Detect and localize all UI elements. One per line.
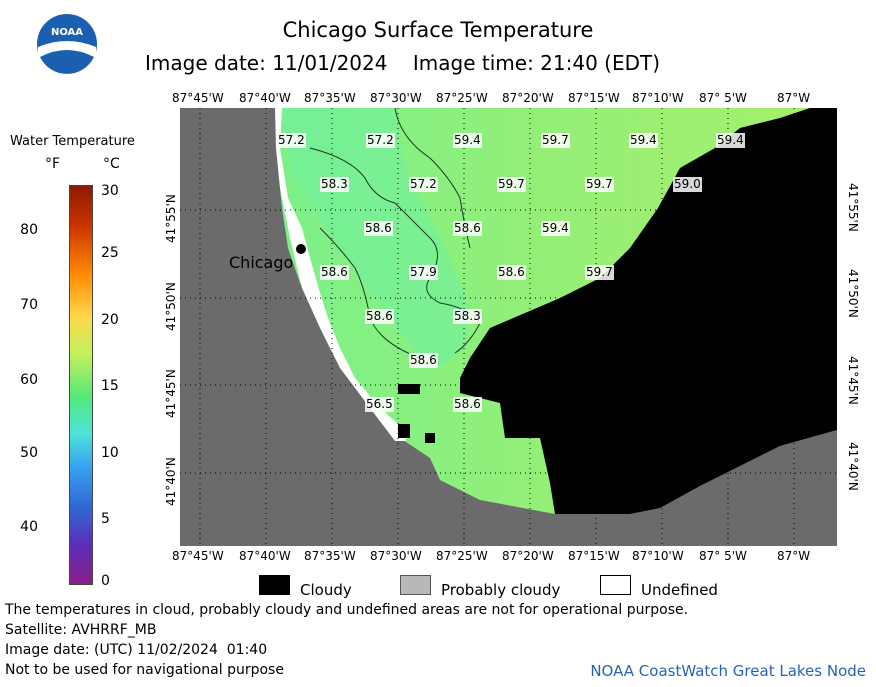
temperature-value: 56.5 — [365, 397, 394, 412]
temperature-value: 57.9 — [409, 265, 438, 280]
temperature-value: 57.2 — [277, 133, 306, 148]
chicago-marker — [296, 244, 306, 254]
temperature-value: 58.3 — [453, 309, 482, 324]
lat-label-right: 41°50'N — [846, 269, 860, 318]
graticule — [180, 108, 837, 546]
cloud-patch — [398, 384, 420, 394]
cool-water-region — [282, 108, 470, 368]
lon-label-top: 87°25'W — [436, 91, 488, 105]
lon-label-top: 87°40'W — [239, 91, 291, 105]
image-datetime: Image date: 11/01/2024 Image time: 21:40… — [145, 51, 660, 75]
lon-label-bottom: 87°15'W — [568, 549, 620, 563]
temperature-value: 58.6 — [453, 397, 482, 412]
image-time: Image time: 21:40 (EDT) — [412, 51, 661, 75]
noaa-logo: NOAA — [37, 14, 97, 75]
cloudy-swatch — [259, 575, 290, 595]
cloud-patch — [425, 433, 435, 443]
c-tick: 30 — [101, 183, 119, 199]
lat-label-left: 41°55'N — [164, 194, 178, 243]
lat-label-right: 41°45'N — [846, 356, 860, 405]
lon-label-top: 87° 5'W — [699, 91, 747, 105]
temperature-value: 57.2 — [366, 133, 395, 148]
cloud-area — [460, 108, 837, 514]
cloud-patch — [800, 138, 837, 150]
colorbar-title: Water Temperature — [10, 134, 135, 149]
cloud-patch — [398, 424, 410, 438]
c-tick: 20 — [101, 312, 119, 328]
lon-label-bottom: 87°10'W — [632, 549, 684, 563]
temperature-value: 59.7 — [585, 177, 614, 192]
disclaimer: The temperatures in cloud, probably clou… — [5, 602, 689, 618]
city-label: Chicago — [229, 253, 294, 272]
lon-label-top: 87°10'W — [632, 91, 684, 105]
undefined-swatch — [600, 575, 631, 595]
lon-label-bottom: 87° 5'W — [699, 549, 747, 563]
cloud-patch — [820, 178, 837, 208]
temperature-map — [180, 108, 837, 546]
c-tick: 15 — [101, 378, 119, 394]
lon-label-bottom: 87°45'W — [172, 549, 224, 563]
map-title: Chicago Surface Temperature — [282, 18, 594, 42]
temperature-value: 58.6 — [320, 265, 349, 280]
temperature-value: 59.7 — [585, 265, 614, 280]
temperature-value: 59.0 — [673, 177, 702, 192]
unit-celsius: °C — [103, 156, 120, 172]
isotherm-line — [319, 227, 421, 359]
c-tick: 0 — [101, 573, 110, 589]
lon-label-bottom: 87°40'W — [239, 549, 291, 563]
lon-label-top: 87°W — [777, 91, 811, 105]
temperature-value: 59.4 — [629, 133, 658, 148]
undefined-label: Undefined — [641, 581, 718, 599]
temperature-value: 59.7 — [541, 133, 570, 148]
lat-label-right: 41°55'N — [846, 183, 860, 232]
credit-link[interactable]: NOAA CoastWatch Great Lakes Node — [590, 662, 866, 680]
undefined-area — [275, 108, 406, 441]
image-date: Image date: 11/01/2024 — [145, 51, 388, 75]
temperature-value: 58.6 — [453, 221, 482, 236]
lat-label-left: 41°40'N — [164, 457, 178, 506]
probably-cloudy-label: Probably cloudy — [441, 581, 561, 599]
f-tick: 80 — [20, 222, 38, 238]
colorbar — [69, 185, 93, 585]
navigation-warning: Not to be used for navigational purpose — [5, 662, 284, 678]
lon-label-bottom: 87°30'W — [370, 549, 422, 563]
f-tick: 40 — [20, 519, 38, 535]
lon-label-top: 87°35'W — [304, 91, 356, 105]
c-tick: 5 — [101, 511, 110, 527]
lat-label-left: 41°45'N — [164, 369, 178, 418]
satellite-label: Satellite: AVHRRF_MB — [5, 622, 157, 638]
f-tick: 50 — [20, 445, 38, 461]
temperature-value: 58.6 — [409, 353, 438, 368]
lon-label-top: 87°20'W — [502, 91, 554, 105]
f-tick: 60 — [20, 372, 38, 388]
c-tick: 10 — [101, 445, 119, 461]
utc-date: Image date: (UTC) 11/02/2024 01:40 — [5, 642, 268, 658]
lon-label-top: 87°30'W — [370, 91, 422, 105]
lat-label-right: 41°40'N — [846, 442, 860, 491]
lon-label-bottom: 87°20'W — [502, 549, 554, 563]
svg-text:NOAA: NOAA — [51, 27, 83, 38]
temperature-value: 58.3 — [320, 177, 349, 192]
lon-label-bottom: 87°25'W — [436, 549, 488, 563]
temperature-value: 59.7 — [497, 177, 526, 192]
lon-label-top: 87°15'W — [568, 91, 620, 105]
temperature-value: 58.6 — [497, 265, 526, 280]
temperature-value: 58.6 — [364, 221, 393, 236]
unit-fahrenheit: °F — [45, 156, 61, 172]
temperature-value: 57.2 — [409, 177, 438, 192]
c-tick: 25 — [101, 245, 119, 261]
cloudy-label: Cloudy — [300, 581, 352, 599]
lon-label-bottom: 87°35'W — [304, 549, 356, 563]
temperature-value: 58.6 — [365, 309, 394, 324]
temperature-value: 59.4 — [453, 133, 482, 148]
lon-label-bottom: 87°W — [777, 549, 811, 563]
probably-cloudy-swatch — [400, 575, 431, 595]
f-tick: 70 — [20, 297, 38, 313]
lon-label-top: 87°45'W — [172, 91, 224, 105]
temperature-value: 59.4 — [541, 221, 570, 236]
temperature-value: 59.4 — [716, 133, 745, 148]
lat-label-left: 41°50'N — [164, 282, 178, 331]
